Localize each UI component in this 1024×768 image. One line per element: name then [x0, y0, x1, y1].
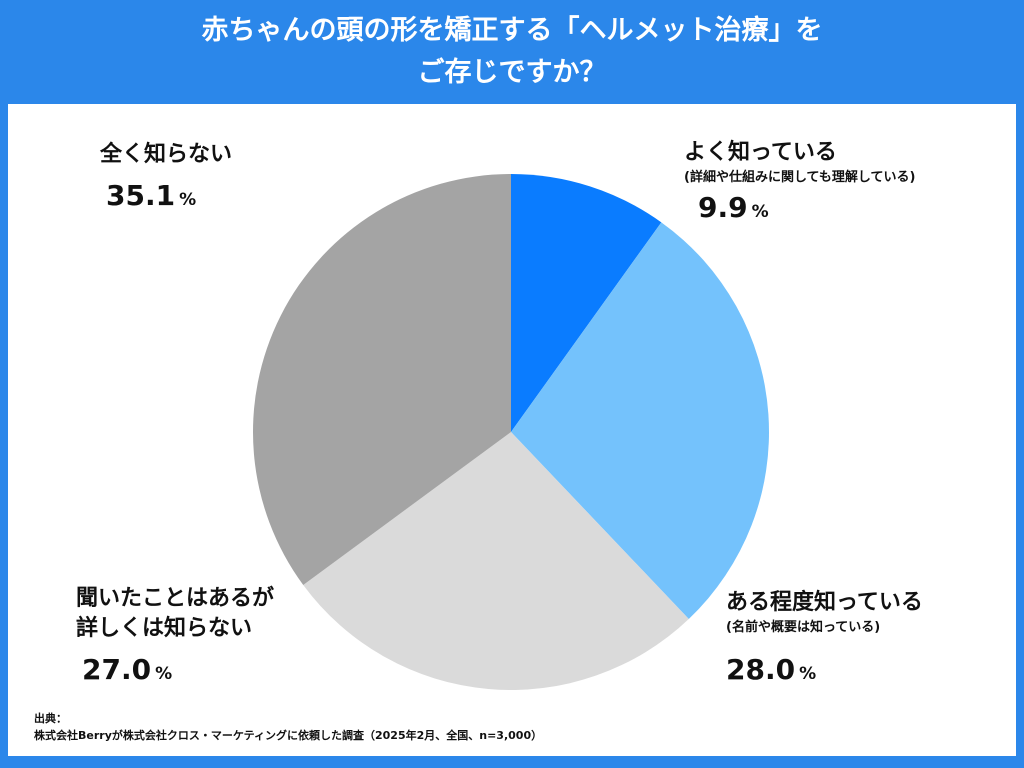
slice-percent: 35.1%	[106, 179, 197, 212]
chart-header: 赤ちゃんの頭の形を矯正する「ヘルメット治療」を ご存じですか？	[0, 0, 1024, 104]
slice-percent: 27.0%	[82, 653, 173, 686]
chart-panel: よく知っている (詳細や仕組みに関しても理解している) 9.9% ある程度知って…	[8, 104, 1016, 756]
slice-name: 全く知らない	[100, 142, 233, 167]
slice-percent: 9.9%	[698, 191, 769, 224]
pie-slice-0	[511, 174, 662, 432]
slice-name: ある程度知っている	[726, 590, 923, 615]
chart-title-line2: ご存じですか？	[417, 57, 607, 88]
pie-slice-2	[303, 432, 689, 690]
slice-percent: 28.0%	[726, 653, 817, 686]
slice-name: よく知っている	[684, 140, 837, 165]
pie-chart	[253, 174, 770, 690]
source-heading: 出典：	[34, 712, 67, 725]
source-note: 出典： 株式会社Berryが株式会社クロス・マーケティングに依頼した調査（202…	[34, 710, 542, 744]
slice-label-heard-of: 聞いたことはあるが 詳しくは知らない 27.0%	[76, 584, 274, 694]
slice-name-line1: 聞いたことはあるが	[76, 586, 275, 611]
pie-slice-1	[511, 222, 770, 619]
slice-name-line2: 詳しくは知らない	[76, 616, 253, 641]
slice-note: (詳細や仕組みに関しても理解している)	[684, 170, 916, 185]
source-text: 株式会社Berryが株式会社クロス・マーケティングに依頼した調査（2025年2月…	[34, 729, 543, 742]
slice-note: (名前や概要は知っている)	[726, 620, 881, 635]
chart-title-line1: 赤ちゃんの頭の形を矯正する「ヘルメット治療」を	[201, 15, 823, 46]
pie-slice-3	[253, 174, 511, 585]
slice-label-not-known: 全く知らない 35.1%	[100, 140, 232, 220]
slice-label-somewhat-known: ある程度知っている (名前や概要は知っている) 28.0%	[726, 588, 923, 694]
slice-label-well-known: よく知っている (詳細や仕組みに関しても理解している) 9.9%	[684, 138, 915, 232]
